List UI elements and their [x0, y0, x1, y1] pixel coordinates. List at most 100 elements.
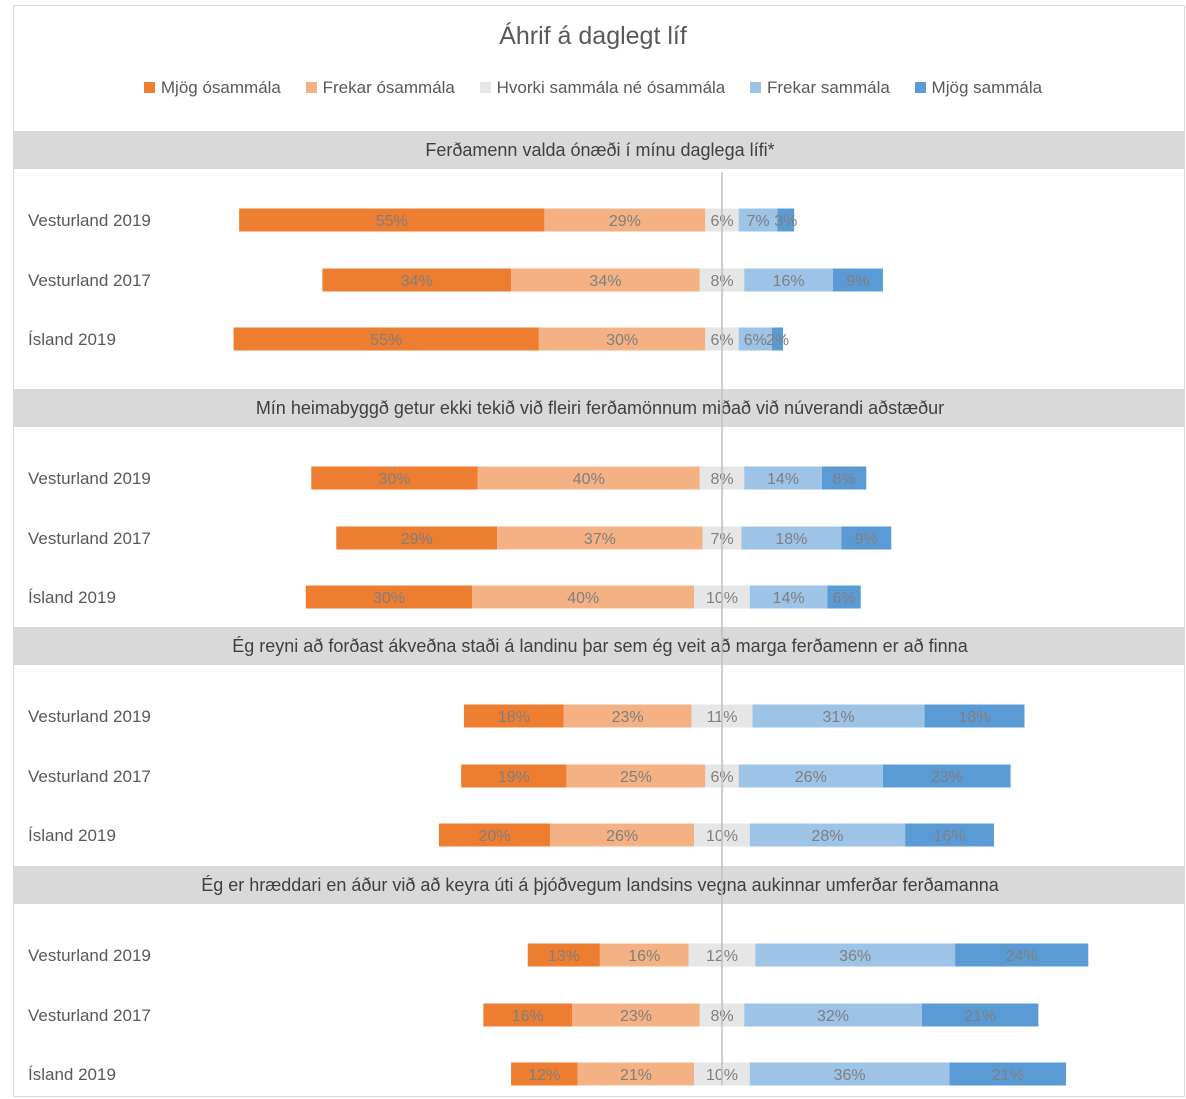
data-label: 55%	[376, 213, 408, 230]
legend-label-1: Frekar ósammála	[322, 78, 455, 97]
bar-segment-frekar-ósammála	[477, 466, 700, 490]
bar-segment-mjög-sammála	[882, 764, 1011, 788]
panel-title: Ég reyni að forðast ákveðna staði á land…	[232, 636, 968, 656]
bar-segment-mjög-sammála	[821, 466, 867, 490]
data-label: 6%	[744, 332, 767, 349]
bar-segment-mjög-ósammála	[239, 208, 545, 232]
bar-segment-frekar-sammála	[744, 1003, 922, 1027]
data-label: 23%	[931, 769, 963, 786]
bar-segment-mjög-ósammála	[311, 466, 478, 490]
bar-segment-mjög-sammála	[841, 526, 892, 550]
legend-label-4: Mjög sammála	[931, 78, 1043, 97]
row-label: Ísland 2019	[28, 1065, 116, 1084]
bar-segment-mjög-ósammála	[322, 268, 512, 292]
row-label: Ísland 2019	[28, 826, 116, 845]
bar-segment-frekar-sammála	[744, 268, 833, 292]
bar-segment-frekar-sammála	[744, 466, 822, 490]
data-label: 32%	[817, 1008, 849, 1025]
panel-header-band	[14, 389, 1185, 427]
bar-segment-mjög-ósammála	[233, 327, 539, 351]
data-label: 19%	[498, 769, 530, 786]
legend-item-3: Frekar sammála	[750, 78, 890, 98]
legend-swatch-3	[750, 82, 761, 93]
chart-frame	[13, 5, 1185, 1097]
data-label: 40%	[567, 590, 599, 607]
bar-segment-frekar-sammála	[738, 208, 778, 232]
panel-title: Ég er hræddari en áður við að keyra úti …	[201, 875, 999, 895]
legend-label-2: Hvorki sammála né ósammála	[496, 78, 726, 97]
bar-segment-mjög-sammála	[833, 268, 883, 292]
data-label: 29%	[609, 213, 641, 230]
data-label: 26%	[606, 828, 638, 845]
bar-segment-mjög-sammála	[921, 1003, 1039, 1027]
data-label: 16%	[512, 1008, 544, 1025]
bar-segment-mjög-sammála	[905, 823, 994, 847]
bar-segment-frekar-ósammála	[511, 268, 700, 292]
bar-segment-frekar-sammála	[749, 1062, 950, 1086]
legend-label-0: Mjög ósammála	[160, 78, 281, 97]
data-label: 28%	[811, 828, 843, 845]
legend-item-2: Hvorki sammála né ósammála	[479, 78, 726, 98]
bar-segment-frekar-ósammála	[599, 943, 689, 967]
data-label: 30%	[606, 332, 638, 349]
data-label: 9%	[846, 273, 869, 290]
bar-segment-mjög-ósammála	[527, 943, 600, 967]
bar-segment-mjög-ósammála	[463, 704, 564, 728]
bar-segment-frekar-ósammála	[538, 327, 706, 351]
data-label: 23%	[620, 1008, 652, 1025]
data-label: 6%	[833, 590, 856, 607]
bar-segment-frekar-ósammála	[544, 208, 706, 232]
data-label: 7%	[747, 213, 770, 230]
panel-title: Mín heimabyggð getur ekki tekið við flei…	[256, 398, 944, 418]
row-label: Vesturland 2017	[28, 1006, 151, 1025]
data-label: 16%	[934, 828, 966, 845]
data-label: 37%	[584, 531, 616, 548]
row-label: Vesturland 2017	[28, 529, 151, 548]
data-label: 18%	[498, 709, 530, 726]
row-label: Vesturland 2019	[28, 946, 151, 965]
bar-segment-mjög-ósammála	[483, 1003, 573, 1027]
data-label: 18%	[775, 531, 807, 548]
bar-segment-frekar-sammála	[749, 585, 828, 609]
data-label: 36%	[839, 948, 871, 965]
bar-segment-mjög-sammála	[771, 327, 784, 351]
legend-item-4: Mjög sammála	[914, 78, 1043, 98]
bar-segment-mjög-ósammála	[305, 585, 473, 609]
legend-item-0: Mjög ósammála	[143, 78, 281, 98]
legend-swatch-1	[305, 82, 317, 93]
bar-segment-frekar-ósammála	[566, 764, 706, 788]
data-label: 25%	[620, 769, 652, 786]
panel-header-band	[14, 627, 1185, 665]
data-label: 9%	[855, 531, 878, 548]
data-label: 30%	[373, 590, 405, 607]
bar-segment-frekar-sammála	[755, 943, 956, 967]
data-label: 40%	[573, 471, 605, 488]
legend-swatch-2	[479, 82, 491, 93]
row-label: Vesturland 2019	[28, 211, 151, 230]
data-label: 20%	[478, 828, 510, 845]
data-label: 14%	[767, 471, 799, 488]
panel-header-band	[14, 866, 1185, 904]
bar-segment-frekar-ósammála	[572, 1003, 700, 1027]
row-label: Vesturland 2017	[28, 271, 151, 290]
bar-segment-frekar-ósammála	[497, 526, 703, 550]
bar-segment-mjög-sammála	[955, 943, 1089, 967]
data-label: 34%	[401, 273, 433, 290]
data-label: 36%	[834, 1067, 866, 1084]
bar-segment-mjög-sammála	[924, 704, 1025, 728]
data-label: 3%	[774, 213, 797, 230]
bar-segment-frekar-sammála	[741, 526, 842, 550]
bar-segment-mjög-sammála	[777, 208, 795, 232]
legend-label-3: Frekar sammála	[767, 78, 890, 97]
bar-segment-frekar-sammála	[738, 327, 772, 351]
data-label: 16%	[773, 273, 805, 290]
bar-segment-mjög-ósammála	[336, 526, 498, 550]
bar-segment-mjög-ósammála	[461, 764, 567, 788]
data-label: 18%	[959, 709, 991, 726]
data-label: 55%	[370, 332, 402, 349]
panel-title: Ferðamenn valda ónæði í mínu daglega líf…	[425, 140, 774, 160]
data-label: 30%	[379, 471, 411, 488]
data-label: 8%	[833, 471, 856, 488]
data-label: 34%	[589, 273, 621, 290]
